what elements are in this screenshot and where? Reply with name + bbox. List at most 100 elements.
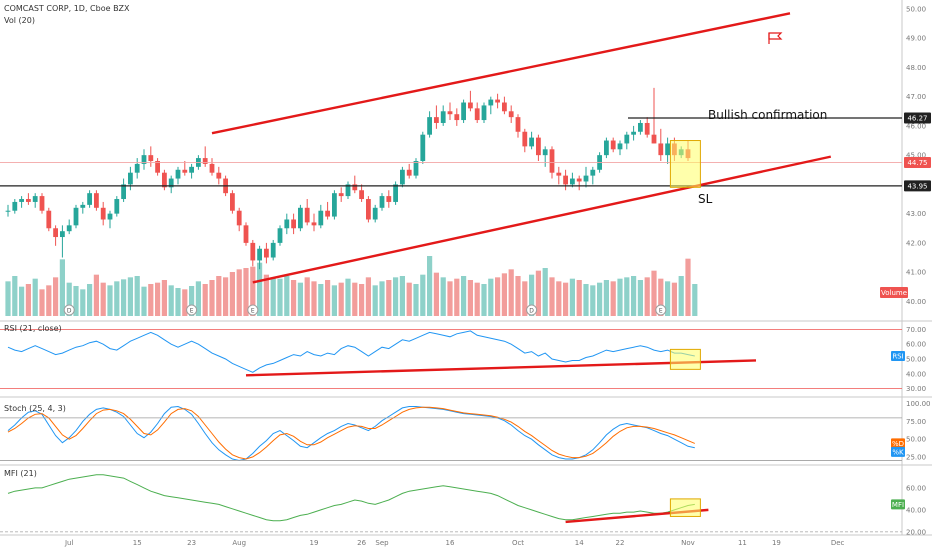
event-marker-e[interactable] <box>186 304 198 316</box>
volume-bar <box>379 281 385 316</box>
symbol-title: COMCAST CORP, 1D, Cboe BZX <box>4 4 130 13</box>
mfi-badge-label: MFI <box>892 501 904 509</box>
candle-body <box>495 99 500 103</box>
candle-body <box>393 184 398 202</box>
event-label: E <box>190 308 194 315</box>
volume-bar <box>39 289 45 316</box>
candle-body <box>100 207 106 220</box>
volume-bar <box>189 286 195 316</box>
volume-bar <box>195 281 201 316</box>
candle-body <box>12 201 18 211</box>
stoch-tick-label: 100.00 <box>906 400 931 408</box>
event-marker-e[interactable] <box>655 304 667 316</box>
price-tick-label: 42.00 <box>906 239 926 247</box>
candle-body <box>488 99 494 106</box>
volume-bar <box>406 282 412 316</box>
candle-body <box>447 111 453 115</box>
volume-bar <box>277 278 283 316</box>
time-tick-label: 22 <box>616 539 625 547</box>
stoch-legend: Stoch (25, 4, 3) <box>4 404 66 413</box>
volume-bar <box>420 274 426 316</box>
volume-bar <box>73 286 79 316</box>
event-marker-e[interactable] <box>247 304 259 316</box>
volume-bar <box>168 285 174 316</box>
volume-bar <box>631 276 637 316</box>
candle-body <box>665 143 670 156</box>
rsi-highlight-box[interactable] <box>669 348 701 370</box>
time-tick-label: 14 <box>575 539 584 547</box>
volume-bar <box>597 282 603 316</box>
candle-body <box>26 199 31 202</box>
candle-body <box>134 163 140 173</box>
candle-body <box>19 199 24 202</box>
candle-body <box>420 134 426 161</box>
volume-bar <box>202 284 208 316</box>
volume-bar <box>127 277 133 316</box>
candle-body <box>359 190 364 200</box>
event-label: D <box>67 308 72 315</box>
candle-body <box>39 196 45 211</box>
volume-bar <box>359 284 365 316</box>
candle-body <box>461 102 466 121</box>
candle-body <box>80 204 86 208</box>
volume-bar <box>318 284 324 316</box>
flag-icon[interactable] <box>768 32 783 44</box>
lower-channel-line[interactable] <box>252 155 832 284</box>
volume-bar <box>590 285 596 316</box>
volume-bar <box>257 262 263 316</box>
candle-body <box>400 169 405 185</box>
candle-body <box>583 175 589 182</box>
volume-bar <box>100 282 106 316</box>
candle-body <box>202 158 208 164</box>
time-tick-label: Aug <box>232 539 246 547</box>
volume-bar <box>263 274 269 316</box>
volume-bar <box>155 282 161 316</box>
rsi-tick-label: 60.00 <box>906 341 926 349</box>
candle-body <box>413 161 419 176</box>
highlight-box[interactable] <box>669 140 701 188</box>
volume-bar <box>576 280 582 316</box>
candle-body <box>434 117 439 123</box>
candle-body <box>454 114 460 121</box>
volume-bar <box>141 286 147 316</box>
volume-bar <box>624 277 630 316</box>
volume-bar <box>32 278 38 316</box>
volume-bar <box>12 276 18 316</box>
volume-bar <box>685 258 691 316</box>
event-label: E <box>659 308 663 315</box>
mfi-badge <box>891 499 905 510</box>
volume-badge <box>880 287 908 298</box>
price-tick-label: 48.00 <box>906 64 926 72</box>
volume-bar <box>216 276 222 316</box>
volume-bar <box>229 272 235 316</box>
candle-body <box>114 199 120 214</box>
event-marker-d[interactable] <box>63 304 75 316</box>
price-tick-label: 40.00 <box>906 298 926 306</box>
volume-bar <box>467 280 473 316</box>
volume-bar <box>284 276 290 316</box>
stoch-k-badge-label: %K <box>892 448 904 456</box>
time-tick-label: 26 <box>357 539 366 547</box>
candle-body <box>304 207 310 223</box>
candle-body <box>162 172 167 188</box>
volume-bar <box>393 277 399 316</box>
candle-body <box>542 149 548 156</box>
mfi-highlight-box[interactable] <box>669 498 701 517</box>
volume-bar <box>161 280 167 316</box>
volume-bar <box>114 281 120 316</box>
rsi-badge <box>891 351 905 362</box>
volume-bar <box>495 277 501 316</box>
upper-channel-line[interactable] <box>211 12 791 135</box>
volume-bar <box>474 282 480 316</box>
candle-body <box>549 149 555 173</box>
candle-body <box>604 140 609 156</box>
candle-body <box>189 166 194 173</box>
event-marker-d[interactable] <box>526 304 538 316</box>
volume-bar <box>372 285 378 316</box>
volume-bar <box>603 280 609 316</box>
volume-bar <box>223 277 229 316</box>
candle-body <box>372 207 378 220</box>
rsi-line <box>7 330 695 373</box>
